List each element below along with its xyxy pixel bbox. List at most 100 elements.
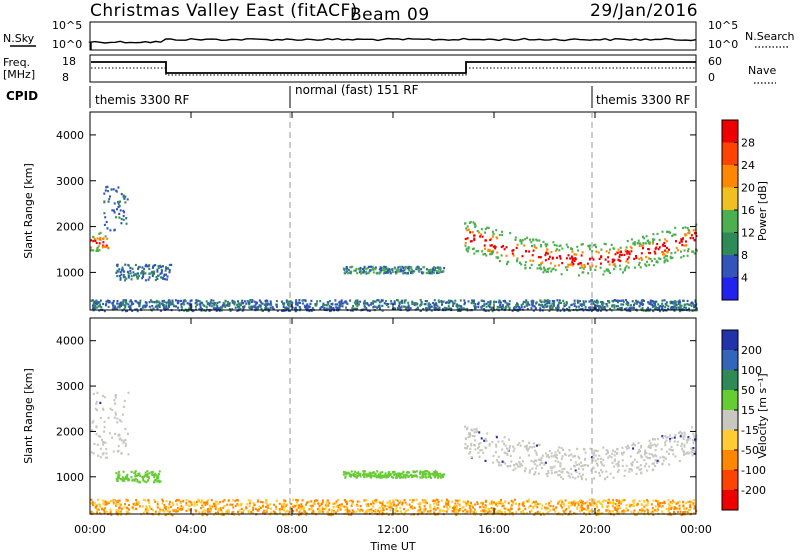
data-cell	[454, 299, 457, 302]
colorbar-tick-label: 50	[741, 384, 755, 397]
data-cell	[104, 441, 107, 444]
data-cell	[602, 446, 605, 449]
data-cell	[122, 441, 125, 444]
data-cell	[269, 507, 272, 510]
data-cell	[515, 511, 518, 514]
data-cell	[495, 256, 498, 259]
data-cell	[378, 511, 381, 514]
data-cell	[304, 299, 307, 302]
data-cell	[625, 504, 628, 507]
data-cell	[547, 301, 550, 304]
data-cell	[247, 509, 250, 512]
data-cell	[272, 510, 275, 513]
data-cell	[154, 478, 157, 482]
data-cell	[169, 303, 172, 306]
data-cell	[656, 461, 659, 464]
data-cell	[386, 267, 389, 270]
data-cell	[531, 299, 534, 302]
data-cell	[113, 228, 116, 231]
data-cell	[416, 265, 419, 268]
data-cell	[130, 506, 133, 509]
data-cell	[501, 505, 504, 508]
data-cell	[637, 451, 640, 454]
data-cell	[693, 452, 696, 455]
data-cell	[292, 509, 295, 512]
data-cell	[654, 505, 657, 508]
data-cell	[548, 302, 551, 305]
data-cell	[510, 499, 513, 502]
data-cell	[510, 507, 513, 510]
data-cell	[635, 256, 638, 259]
data-cell	[124, 475, 127, 478]
data-cell	[112, 188, 115, 191]
data-cell	[521, 239, 524, 242]
data-cell	[648, 263, 651, 266]
data-cell	[644, 449, 647, 452]
data-cell	[533, 513, 536, 516]
data-cell	[180, 306, 183, 309]
data-cell	[285, 306, 288, 309]
colorbar-swatch	[722, 165, 738, 188]
data-cell	[96, 391, 99, 394]
data-cell	[515, 260, 518, 263]
data-cell	[496, 305, 499, 308]
data-cell	[692, 250, 695, 253]
data-cell	[90, 246, 93, 249]
data-cell	[117, 509, 120, 512]
data-cell	[209, 507, 212, 511]
data-cell	[356, 472, 359, 475]
data-cell	[96, 247, 99, 250]
data-cell	[491, 503, 493, 506]
data-cell	[310, 299, 313, 302]
data-cell	[417, 511, 420, 514]
data-cell	[415, 498, 418, 501]
data-cell	[417, 308, 419, 311]
data-cell	[679, 435, 682, 438]
data-cell	[614, 450, 617, 453]
data-cell	[469, 510, 472, 513]
data-cell	[366, 302, 369, 305]
data-cell	[607, 260, 610, 263]
data-cell	[144, 499, 147, 502]
data-cell	[584, 457, 586, 460]
data-cell	[536, 506, 539, 509]
data-cell	[518, 505, 521, 508]
data-cell	[373, 509, 376, 512]
data-cell	[381, 309, 384, 312]
data-cell	[231, 511, 234, 514]
data-cell	[547, 270, 549, 273]
data-cell	[166, 275, 169, 278]
data-cell	[630, 306, 633, 310]
data-cell	[338, 304, 341, 307]
data-cell	[343, 499, 346, 502]
data-cell	[478, 231, 481, 234]
data-cell	[461, 506, 464, 509]
data-cell	[360, 272, 362, 275]
data-cell	[249, 499, 252, 503]
data-cell	[675, 507, 678, 510]
data-cell	[124, 263, 127, 266]
data-cell	[594, 301, 597, 304]
data-cell	[238, 509, 241, 512]
data-cell	[519, 444, 522, 447]
data-cell	[300, 505, 303, 508]
data-cell	[511, 511, 514, 515]
data-cell	[232, 506, 235, 509]
data-cell	[676, 501, 679, 504]
data-cell	[480, 228, 483, 231]
data-cell	[218, 301, 221, 304]
data-cell	[394, 307, 396, 310]
data-cell	[690, 500, 693, 503]
data-cell	[455, 511, 457, 514]
data-cell	[253, 306, 256, 309]
data-cell	[353, 307, 356, 310]
data-cell	[677, 249, 679, 252]
data-cell	[673, 440, 676, 443]
data-cell	[236, 303, 239, 306]
data-cell	[571, 256, 573, 259]
data-cell	[666, 246, 668, 249]
data-cell	[133, 479, 136, 482]
data-cell	[367, 503, 370, 506]
nsky-label: N.Sky	[3, 32, 35, 45]
